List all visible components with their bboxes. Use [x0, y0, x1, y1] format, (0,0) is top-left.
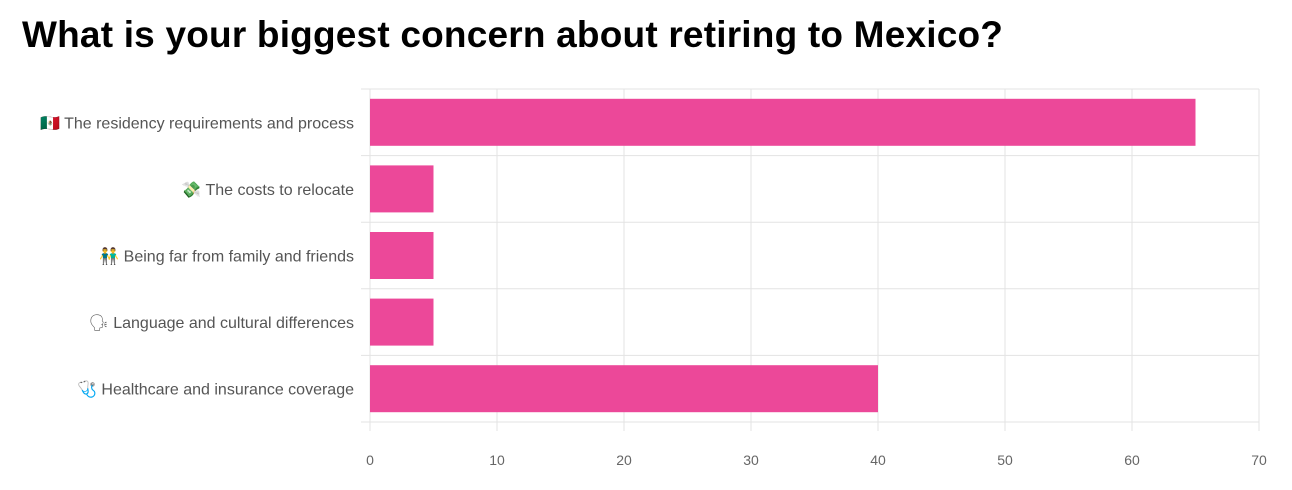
bar-1	[370, 165, 434, 213]
bars	[370, 98, 1196, 413]
category-label-1: 💸 The costs to relocate	[181, 181, 354, 199]
x-tick-label-10: 10	[489, 452, 505, 468]
x-axis-tick-labels: 0 10 20 30 40 50 60 70	[366, 452, 1267, 468]
grid-lines	[361, 88, 1260, 431]
x-tick-label-0: 0	[366, 452, 374, 468]
category-label-4: 🩺 Healthcare and insurance coverage	[77, 380, 354, 399]
x-tick-label-50: 50	[997, 452, 1013, 468]
category-labels: 🇲🇽 The residency requirements and proces…	[40, 114, 354, 398]
x-tick-label-60: 60	[1124, 452, 1140, 468]
category-label-0: 🇲🇽 The residency requirements and proces…	[40, 114, 354, 132]
x-tick-label-20: 20	[616, 452, 632, 468]
x-tick-label-70: 70	[1251, 452, 1267, 468]
x-tick-label-30: 30	[743, 452, 759, 468]
chart-title: What is your biggest concern about retir…	[22, 14, 1004, 55]
bar-2	[370, 232, 434, 279]
bar-0	[370, 98, 1196, 146]
bar-3	[370, 298, 434, 346]
x-tick-label-40: 40	[870, 452, 886, 468]
category-label-2: 👬 Being far from family and friends	[99, 247, 354, 266]
category-label-3: 🗣 Language and cultural differences	[88, 314, 354, 332]
bar-4	[370, 365, 878, 413]
